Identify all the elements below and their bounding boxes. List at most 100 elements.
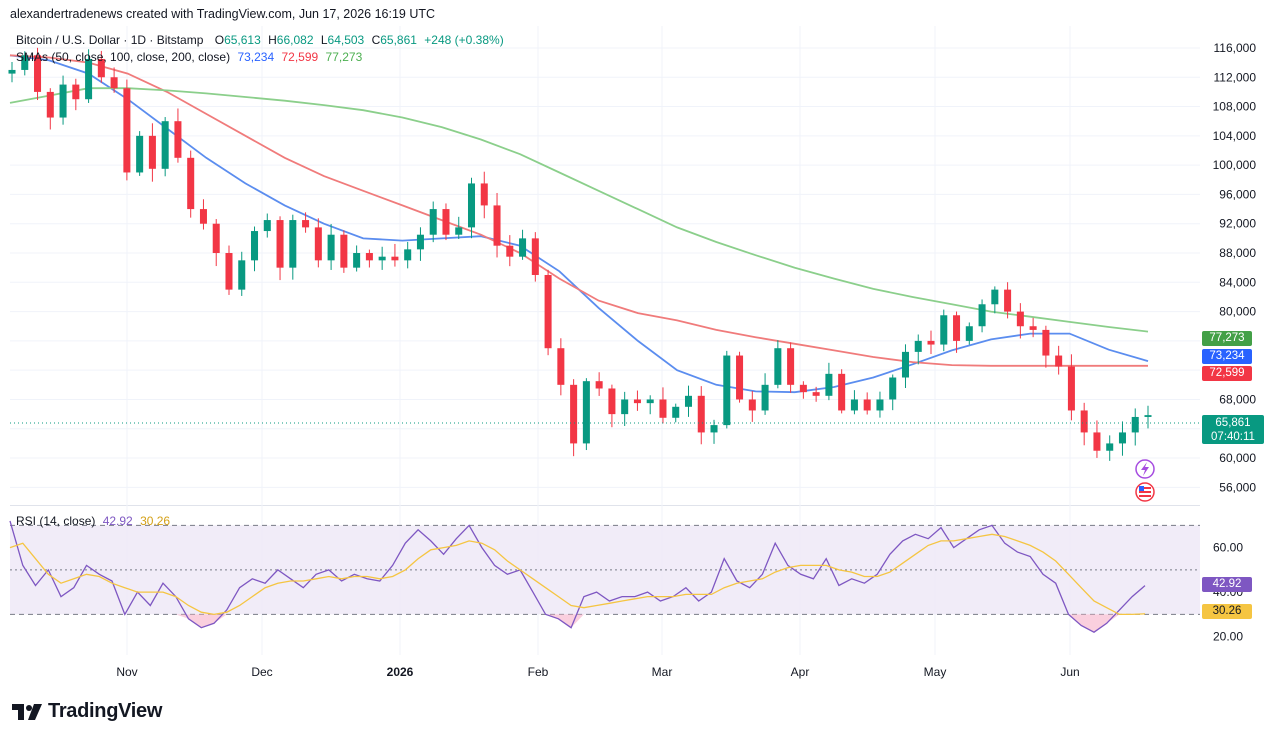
candle-body	[365, 253, 373, 261]
candle-body	[889, 377, 897, 400]
candle-body	[876, 399, 884, 411]
time-tick-label: Mar	[652, 665, 673, 679]
candle-body	[340, 234, 348, 268]
candle-body	[901, 351, 909, 378]
candle-body	[442, 209, 450, 235]
candle-body	[1093, 432, 1101, 451]
candle-body	[787, 348, 795, 385]
events-marker[interactable]	[1135, 459, 1155, 502]
candle-body	[212, 223, 220, 254]
rsi-ma-line	[9, 533, 1146, 616]
candle-body	[633, 399, 641, 404]
time-tick-label: 2026	[387, 665, 414, 679]
candle-body	[480, 183, 488, 206]
candle-body	[544, 274, 552, 349]
candle-body	[1029, 326, 1037, 330]
ohlc-high: H66,082	[268, 33, 314, 47]
candle-body	[506, 245, 514, 257]
ohlc-open: O65,613	[214, 33, 261, 47]
candle-body	[710, 425, 718, 433]
candle-body	[736, 355, 744, 400]
bolt-icon	[1141, 462, 1149, 476]
candle-body	[123, 88, 131, 173]
candle-body	[199, 209, 207, 224]
candle-body	[289, 220, 297, 268]
rsi-ma-legend-value: 30.26	[140, 514, 171, 528]
rsi-band	[10, 524, 1200, 615]
rsi-lines	[9, 520, 1146, 633]
candle-body	[46, 91, 54, 118]
price-axis[interactable]: 56,000 60,000 68,000 80,000 84,000 88,000 92,0…	[1213, 41, 1257, 494]
sma-legend-label[interactable]: SMAs (50, close, 100, close, 200, close)	[16, 50, 231, 64]
candle-body	[812, 392, 820, 396]
price-tick-label: 60,000	[1219, 451, 1256, 465]
candle-body	[187, 157, 195, 210]
time-tick-label: Feb	[528, 665, 549, 679]
candle-body	[404, 249, 412, 261]
candle-body	[825, 373, 833, 396]
price-tick-label: 104,000	[1213, 129, 1257, 143]
price-tick-label: 100,000	[1213, 158, 1257, 172]
sma-lines	[9, 54, 1149, 394]
candle-body	[1016, 311, 1024, 327]
time-tick-label: Dec	[251, 665, 272, 679]
candle-body	[263, 220, 271, 232]
candle-body	[467, 183, 476, 228]
price-tick-label: 92,000	[1219, 217, 1256, 231]
rsi-tick-label: 60.00	[1213, 541, 1243, 555]
candle-body	[161, 121, 169, 169]
candle-body	[314, 227, 322, 261]
candle-body	[608, 388, 616, 415]
candle-body	[557, 348, 565, 385]
candle-body	[85, 58, 93, 100]
candle-body	[519, 238, 527, 257]
candle-body	[748, 399, 756, 411]
candle-body	[761, 384, 769, 411]
candle-body	[863, 399, 871, 411]
sma-legend[interactable]: SMAs (50, close, 100, close, 200, close)…	[16, 50, 362, 64]
candle-body	[1067, 366, 1075, 411]
candle-body	[991, 289, 999, 305]
symbol-legend[interactable]: Bitcoin / U.S. Dollar · 1D · Bitstamp O6…	[16, 33, 504, 47]
candle-body	[684, 395, 693, 407]
time-tick-label: Apr	[791, 665, 810, 679]
time-axis[interactable]: Nov Dec 2026 Feb Mar Apr May Jun	[116, 665, 1079, 679]
rsi-oversold-fill	[10, 614, 1145, 633]
tradingview-logo-icon	[12, 703, 42, 720]
symbol-name[interactable]: Bitcoin / U.S. Dollar · 1D · Bitstamp	[16, 33, 204, 47]
ohlc-change: +248 (+0.38%)	[424, 33, 504, 47]
candle-body	[21, 55, 29, 70]
candle-body	[531, 238, 539, 275]
candle-body	[391, 256, 399, 261]
candle-body	[940, 315, 948, 345]
price-tick-label: 88,000	[1219, 246, 1256, 260]
candle-body	[302, 220, 310, 228]
candle-body	[799, 384, 807, 393]
time-tick-label: Nov	[116, 665, 137, 679]
candle-body	[225, 253, 233, 290]
candle-body	[978, 304, 986, 327]
chart-attribution: alexandertradenews created with TradingV…	[10, 7, 436, 21]
sma-line-1	[9, 54, 1148, 367]
candle-body	[327, 234, 335, 261]
candle-body	[174, 121, 182, 158]
candle-body	[1106, 443, 1114, 451]
candle-body	[927, 340, 935, 345]
rsi-legend[interactable]: RSI (14, close) 42.92 30.26	[16, 514, 170, 528]
price-tick-label: 96,000	[1219, 187, 1256, 201]
bar-countdown: 07:40:11	[1211, 431, 1255, 443]
candle-body	[1144, 415, 1152, 417]
price-tick-label: 116,000	[1214, 41, 1257, 55]
rsi-legend-label[interactable]: RSI (14, close)	[16, 514, 96, 528]
candle-body	[672, 406, 680, 418]
rsi-tick-label: 20.00	[1213, 630, 1243, 644]
candle-body	[697, 395, 705, 433]
tradingview-logo[interactable]: TradingView	[12, 700, 162, 723]
price-tick-label: 108,000	[1213, 100, 1257, 114]
price-tick-label: 56,000	[1219, 480, 1256, 494]
candle-body	[659, 399, 667, 418]
candle-body	[582, 381, 590, 444]
candle-body	[595, 381, 603, 389]
candle-body	[1055, 355, 1063, 367]
